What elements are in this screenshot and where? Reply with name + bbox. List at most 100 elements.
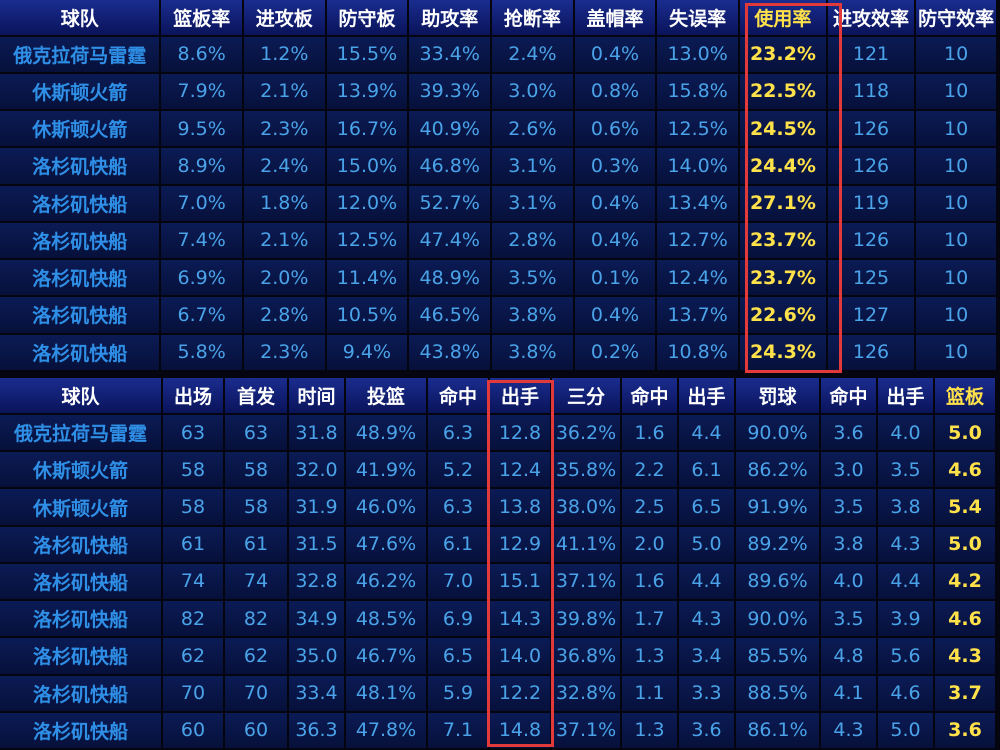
column-header: 进攻效率 bbox=[827, 0, 915, 35]
stat-cell: 35.8% bbox=[552, 452, 620, 488]
table-row: 洛杉矶快船 60 60 36.3 47.8% 7.1 14.8 37.1% 1.3 3.6 86.1… bbox=[0, 712, 995, 748]
stat-cell: 3.7 bbox=[935, 675, 995, 711]
stat-cell: 74 bbox=[225, 563, 287, 600]
table-row: 俄克拉荷马雷霆 63 63 31.8 48.9% 6.3 12.8 36.2% 1.6 4.4 90… bbox=[0, 415, 995, 451]
stat-cell: 46.8% bbox=[409, 148, 491, 184]
stat-cell: 24.5% bbox=[740, 111, 826, 147]
team-name-cell: 洛杉矶快船 bbox=[0, 148, 160, 184]
stat-cell: 0.4% bbox=[574, 185, 656, 221]
stat-cell: 4.0 bbox=[821, 563, 876, 600]
team-name-cell: 洛杉矶快船 bbox=[0, 563, 161, 600]
stat-cell: 90.0% bbox=[736, 415, 819, 451]
stat-cell: 47.8% bbox=[346, 712, 426, 748]
stat-cell: 41.9% bbox=[346, 452, 426, 488]
stat-cell: 3.0 bbox=[821, 452, 876, 488]
stat-cell: 5.8% bbox=[161, 334, 242, 370]
stat-cell: 2.4% bbox=[492, 36, 573, 72]
stat-cell: 2.6% bbox=[492, 111, 573, 147]
stat-cell: 23.7% bbox=[740, 222, 826, 259]
column-header: 球队 bbox=[0, 378, 161, 413]
stat-cell: 2.8% bbox=[243, 297, 325, 333]
table-row: 洛杉矶快船 7.4% 2.1% 12.5% 47.4% 2.8% 0.4% 12.7% 23.7… bbox=[0, 222, 996, 259]
stat-cell: 32.8 bbox=[289, 563, 344, 600]
stat-cell: 38.0% bbox=[552, 489, 620, 525]
stat-cell: 47.6% bbox=[346, 526, 426, 562]
stat-cell: 4.6 bbox=[935, 452, 995, 488]
stat-cell: 1.3 bbox=[622, 712, 677, 748]
stat-cell: 36.3 bbox=[289, 712, 344, 748]
stat-cell: 24.3% bbox=[740, 334, 826, 370]
column-header: 助攻率 bbox=[409, 0, 491, 35]
stat-cell: 6.5 bbox=[679, 489, 734, 525]
stat-cell: 14.8 bbox=[490, 712, 550, 748]
team-name-cell: 俄克拉荷马雷霆 bbox=[0, 36, 160, 72]
stat-cell: 22.5% bbox=[740, 73, 826, 110]
stat-cell: 70 bbox=[163, 675, 223, 711]
column-header: 首发 bbox=[225, 378, 287, 413]
column-header: 命中 bbox=[622, 378, 677, 413]
stat-cell: 12.0% bbox=[326, 185, 408, 221]
column-header: 出场 bbox=[163, 378, 223, 413]
stat-cell: 0.2% bbox=[574, 334, 656, 370]
stat-cell: 10 bbox=[916, 148, 996, 184]
stat-cell: 90.0% bbox=[736, 601, 819, 637]
stat-cell: 5.9 bbox=[428, 675, 488, 711]
column-header: 篮板率 bbox=[161, 0, 242, 35]
stat-cell: 119 bbox=[827, 185, 915, 221]
stat-cell: 4.4 bbox=[878, 563, 933, 600]
column-header: 球队 bbox=[0, 0, 160, 35]
stat-cell: 3.8 bbox=[878, 489, 933, 525]
stat-cell: 0.4% bbox=[574, 297, 656, 333]
stat-cell: 34.9 bbox=[289, 601, 344, 637]
team-name-cell: 洛杉矶快船 bbox=[0, 297, 160, 333]
team-name-cell: 洛杉矶快船 bbox=[0, 638, 161, 674]
table-row: 洛杉矶快船 6.7% 2.8% 10.5% 46.5% 3.8% 0.4% 13.7% 22.6… bbox=[0, 297, 996, 333]
stat-cell: 3.6 bbox=[935, 712, 995, 748]
table-row: 洛杉矶快船 70 70 33.4 48.1% 5.9 12.2 32.8% 1.1 3.3 88.5… bbox=[0, 675, 995, 711]
table-row: 洛杉矶快船 8.9% 2.4% 15.0% 46.8% 3.1% 0.3% 14.0% 24.4… bbox=[0, 148, 996, 184]
stat-cell: 12.5% bbox=[326, 222, 408, 259]
stat-cell: 62 bbox=[163, 638, 223, 674]
table-header-row: 球队 出场 首发 时间 投篮 命中 出手 三分 命中 出手 罚球 命中 出手 篮板 bbox=[0, 378, 995, 413]
basic-stats-table: 球队 出场 首发 时间 投篮 命中 出手 三分 命中 出手 罚球 命中 出手 篮板 俄克拉荷马雷霆 63 63… bbox=[0, 376, 997, 750]
team-name-cell: 俄克拉荷马雷霆 bbox=[0, 415, 161, 451]
team-name-cell: 洛杉矶快船 bbox=[0, 185, 160, 221]
stat-cell: 6.9% bbox=[161, 260, 242, 296]
stat-cell: 14.3 bbox=[490, 601, 550, 637]
table-row: 洛杉矶快船 5.8% 2.3% 9.4% 43.8% 3.8% 0.2% 10.8% 24.3%… bbox=[0, 334, 996, 370]
stat-cell: 3.8% bbox=[492, 334, 573, 370]
stat-cell: 1.3 bbox=[622, 638, 677, 674]
column-header: 出手 bbox=[878, 378, 933, 413]
stat-cell: 88.5% bbox=[736, 675, 819, 711]
table-row: 休斯顿火箭 7.9% 2.1% 13.9% 39.3% 3.0% 0.8% 15.8% 22.5… bbox=[0, 73, 996, 110]
stat-cell: 12.9 bbox=[490, 526, 550, 562]
stat-cell: 36.8% bbox=[552, 638, 620, 674]
stat-cell: 10 bbox=[916, 334, 996, 370]
stat-cell: 32.8% bbox=[552, 675, 620, 711]
stat-cell: 46.2% bbox=[346, 563, 426, 600]
stat-cell: 10 bbox=[916, 36, 996, 72]
table-row: 俄克拉荷马雷霆 8.6% 1.2% 15.5% 33.4% 2.4% 0.4% 13.0% 23… bbox=[0, 36, 996, 72]
stat-cell: 48.9% bbox=[346, 415, 426, 451]
stat-cell: 1.6 bbox=[622, 563, 677, 600]
stat-cell: 4.1 bbox=[821, 675, 876, 711]
stat-cell: 11.4% bbox=[326, 260, 408, 296]
stat-cell: 13.7% bbox=[657, 297, 739, 333]
stat-cell: 15.8% bbox=[657, 73, 739, 110]
column-header: 出手 bbox=[490, 378, 550, 413]
table-row: 洛杉矶快船 74 74 32.8 46.2% 7.0 15.1 37.1% 1.6 4.4 89.6… bbox=[0, 563, 995, 600]
stat-cell: 126 bbox=[827, 148, 915, 184]
stat-cell: 91.9% bbox=[736, 489, 819, 525]
stat-cell: 3.0% bbox=[492, 73, 573, 110]
stat-cell: 2.1% bbox=[243, 222, 325, 259]
stat-cell: 23.7% bbox=[740, 260, 826, 296]
stat-cell: 2.3% bbox=[243, 334, 325, 370]
team-name-cell: 休斯顿火箭 bbox=[0, 111, 160, 147]
stat-cell: 46.7% bbox=[346, 638, 426, 674]
stat-cell: 0.3% bbox=[574, 148, 656, 184]
stat-cell: 10 bbox=[916, 111, 996, 147]
stat-cell: 3.5 bbox=[878, 452, 933, 488]
stat-cell: 15.1 bbox=[490, 563, 550, 600]
column-header: 三分 bbox=[552, 378, 620, 413]
stat-cell: 22.6% bbox=[740, 297, 826, 333]
